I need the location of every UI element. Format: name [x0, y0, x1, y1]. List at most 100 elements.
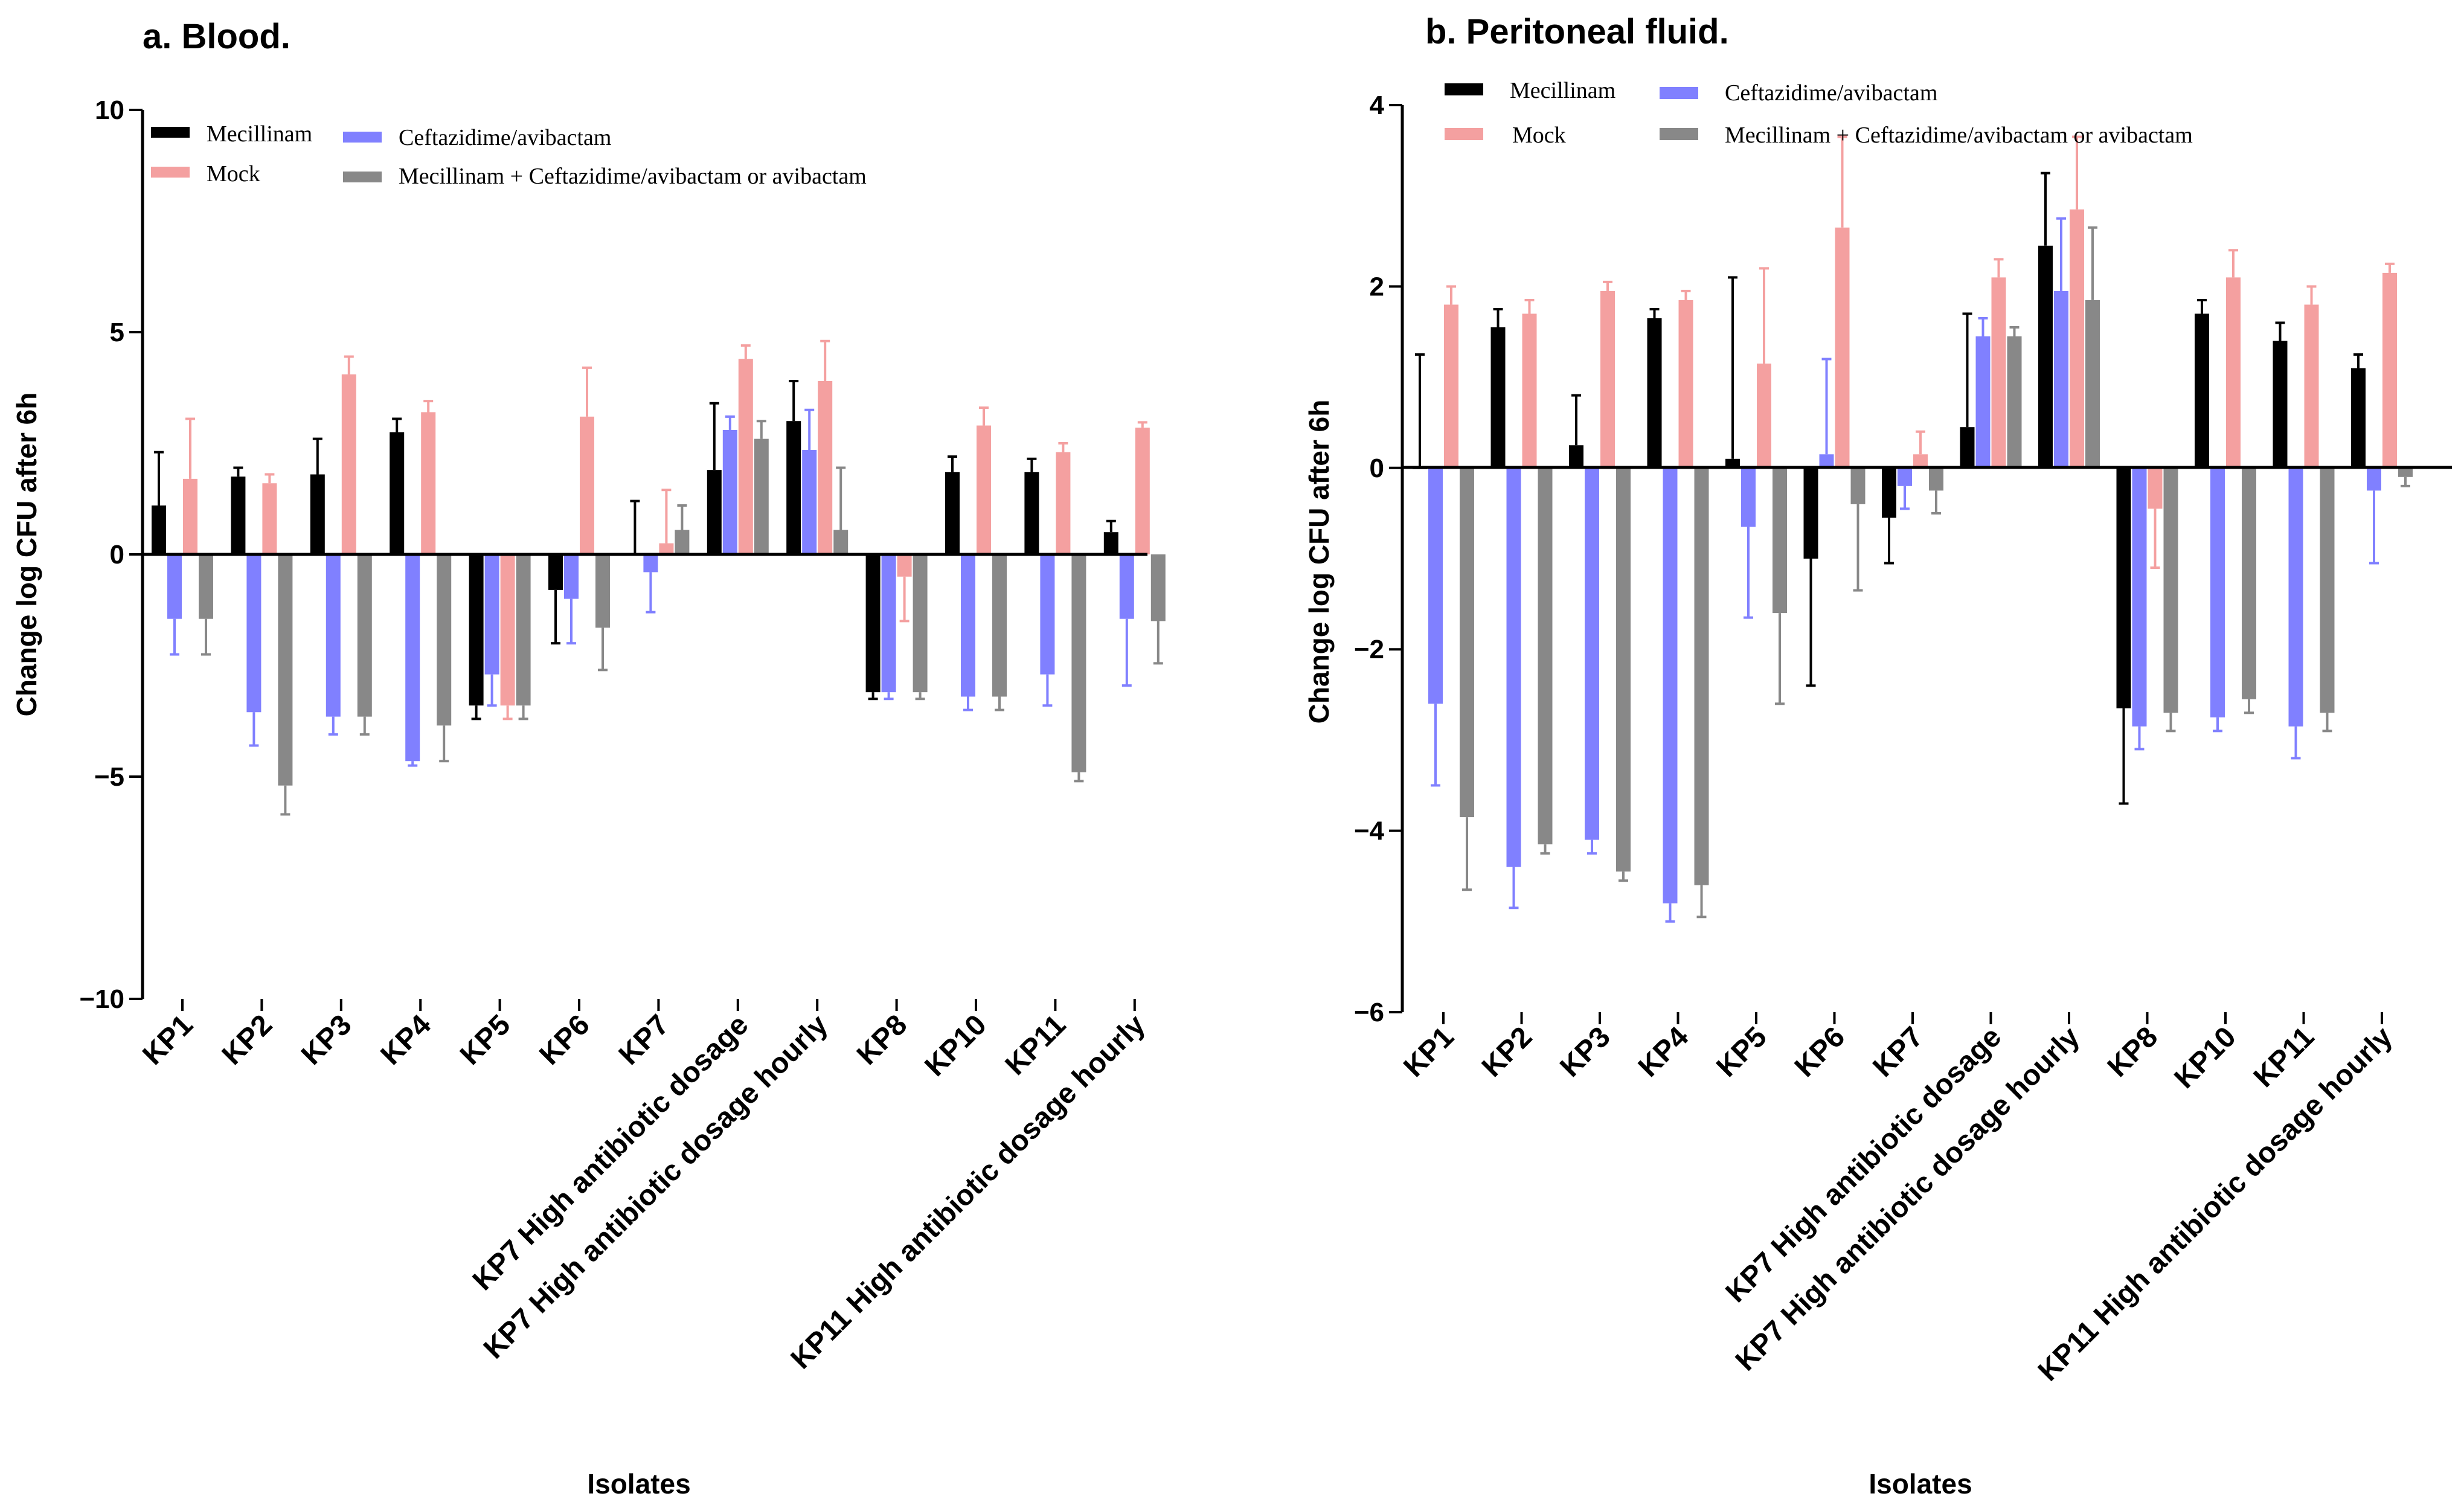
bar-mecillinam [2351, 368, 2366, 468]
bar-mock [818, 380, 833, 554]
x-tick-label: KP10 [2168, 1021, 2242, 1094]
y-tick-label: 4 [1370, 91, 1385, 120]
bar-combination [1460, 467, 1474, 818]
bar-combination [199, 554, 213, 619]
bar-ceftazidime [1663, 467, 1678, 903]
bar-ceftazidime [1975, 336, 1991, 468]
bar-mock [580, 416, 594, 554]
bar-mock [2304, 304, 2319, 468]
legend-swatch-ceftazidime [1660, 87, 1698, 99]
y-tick-label: 2 [1370, 272, 1384, 301]
x-tick-label: KP8 [2102, 1021, 2164, 1083]
bar-combination [1616, 467, 1631, 872]
bar-combination [2007, 336, 2022, 468]
bar-ceftazidime [2132, 467, 2147, 727]
bar-combination [595, 554, 610, 628]
x-tick-label: KP4 [374, 1009, 437, 1071]
bar-ceftazidime [1898, 467, 1912, 486]
bar-mock [1991, 277, 2006, 468]
x-tick-label: KP7 High antibiotic dosage hourly [478, 1009, 834, 1365]
bar-mecillinam [1803, 467, 1818, 559]
legend-swatch-mock [151, 167, 190, 178]
bar-mecillinam [390, 432, 405, 554]
x-tick-label: KP3 [1554, 1021, 1617, 1083]
bar-ceftazidime [802, 450, 817, 554]
bar-mock [421, 412, 436, 554]
bar-mecillinam [1490, 327, 1506, 468]
bar-mock [1135, 428, 1150, 554]
panel-a-legend: Mecillinam Mock Ceftazidime/avibactam Me… [151, 121, 867, 189]
bar-mock [1056, 452, 1071, 554]
legend-swatch-mecillinam [151, 127, 190, 138]
bar-ceftazidime [643, 554, 658, 573]
x-tick-label: KP6 [533, 1009, 596, 1071]
y-tick-label: 0 [110, 540, 124, 569]
bar-ceftazidime [1428, 467, 1443, 704]
bar-combination [2320, 467, 2335, 713]
panel-b-title: b. Peritoneal fluid. [1425, 12, 1729, 51]
bar-mock [659, 543, 674, 554]
legend-label-mock: Mock [207, 161, 260, 187]
panel-b-x-label: Isolates [1869, 1468, 1972, 1500]
x-tick-label: KP1 [136, 1009, 199, 1071]
bar-ceftazidime [961, 554, 975, 697]
bar-combination [675, 530, 690, 554]
x-tick-label: KP2 [216, 1009, 279, 1071]
bar-ceftazidime [246, 554, 261, 713]
legend-label-combination: Mecillinam + Ceftazidime/avibactam or av… [399, 164, 867, 189]
bar-mecillinam [1024, 472, 1039, 554]
bar-combination [1694, 467, 1709, 885]
bar-mecillinam [548, 554, 563, 590]
x-tick-label: KP6 [1789, 1021, 1852, 1083]
panel-b-legend: Mecillinam Mock Ceftazidime/avibactam Me… [1445, 78, 2193, 148]
x-tick-label: KP1 [1397, 1021, 1460, 1083]
bar-mecillinam [1960, 427, 1975, 468]
bar-combination [833, 530, 849, 554]
bar-mock [1678, 300, 1693, 468]
bar-mock [183, 478, 197, 554]
bar-mecillinam [1725, 458, 1740, 468]
panel-b-y-ticks: −6 −4 −2 0 2 4 [1354, 91, 1402, 1027]
bar-ceftazidime [722, 429, 737, 554]
bar-ceftazidime [881, 554, 896, 693]
bar-mecillinam [152, 505, 166, 554]
bar-ceftazidime [1040, 554, 1055, 675]
bar-mecillinam [231, 476, 246, 554]
bar-combination [1538, 467, 1553, 845]
panel-a-x-label: Isolates [587, 1468, 690, 1500]
bar-mock [1444, 304, 1458, 468]
legend-swatch-combination [1660, 128, 1698, 140]
x-tick-label: KP11 [2248, 1021, 2321, 1094]
bar-combination [2398, 467, 2413, 477]
x-tick-label: KP8 [851, 1009, 914, 1071]
bar-ceftazidime [2210, 467, 2225, 717]
bar-combination [437, 554, 452, 726]
bar-mock [1600, 290, 1615, 468]
bar-ceftazidime [1119, 554, 1134, 619]
bar-mecillinam [1647, 318, 1662, 468]
bar-ceftazidime [2367, 467, 2381, 491]
bar-mock [2382, 272, 2397, 468]
bar-mecillinam [469, 554, 484, 706]
x-tick-label: KP7 [613, 1009, 676, 1071]
y-tick-label: 10 [95, 95, 124, 125]
bar-mecillinam [2195, 313, 2209, 468]
bar-ceftazidime [564, 554, 579, 599]
bar-combination [516, 554, 531, 706]
bar-mecillinam [2116, 467, 2131, 708]
legend-label-combination: Mecillinam + Ceftazidime/avibactam or av… [1725, 123, 2193, 148]
bar-mecillinam [707, 470, 722, 554]
bar-mecillinam [1103, 532, 1118, 554]
bar-mock [262, 483, 277, 554]
bar-mock [1757, 364, 1771, 468]
bar-mock [1913, 454, 1928, 468]
bar-mecillinam [945, 472, 960, 554]
x-tick-label: KP7 High antibiotic dosage hourly [1730, 1021, 2086, 1377]
panel-a-y-label: Change log CFU after 6h [11, 393, 42, 717]
bar-combination [754, 438, 769, 554]
panel-b-y-label: Change log CFU after 6h [1303, 400, 1335, 724]
bar-mock [1835, 227, 1850, 468]
bar-combination [1071, 554, 1086, 772]
bar-combination [2085, 300, 2100, 468]
